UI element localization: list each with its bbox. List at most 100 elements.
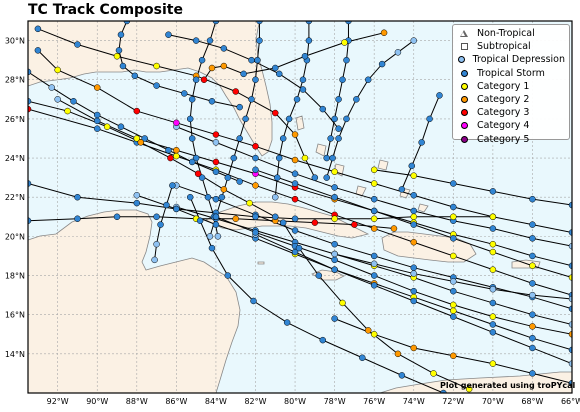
lon-tick-label: 70°W	[482, 397, 504, 406]
track-point-td	[153, 240, 160, 248]
track-point-ts	[343, 56, 350, 64]
track-point-ts	[34, 47, 42, 54]
track-point-h2	[291, 156, 299, 164]
track-point-h2	[232, 215, 239, 222]
track-point-ts	[256, 21, 263, 25]
track-point-ts	[188, 135, 196, 142]
track-point-ts	[327, 135, 334, 142]
track-point-ts	[275, 154, 283, 162]
track-point-h1	[410, 213, 417, 221]
track-point-ts	[568, 229, 572, 236]
track-point-h1	[489, 240, 497, 248]
lon-tick-label: 66°W	[561, 397, 580, 406]
axis-ticks: 92°W 90°W 88°W 86°W 84°W 82°W 80°W 78°W 76°W 74°W…	[5, 37, 580, 406]
track-point-ts	[74, 215, 81, 222]
track-point-h3	[291, 195, 299, 203]
track-point-h3	[212, 131, 220, 138]
track-point-h3	[272, 109, 279, 117]
lat-tick-label: 20°N	[5, 232, 25, 241]
square-marker-icon	[457, 43, 471, 51]
track-point-ts	[529, 252, 536, 260]
track-point-ts	[157, 221, 164, 228]
circle-marker-icon	[457, 109, 471, 117]
track-point-h1	[568, 274, 572, 281]
track-point-h2	[390, 225, 398, 232]
circle-marker-icon	[457, 135, 471, 143]
lat-tick-label: 26°N	[5, 115, 25, 124]
track-point-ts	[212, 168, 220, 176]
track-point-h1	[246, 199, 253, 207]
track-point-td	[410, 270, 417, 277]
legend-item: Category 2	[457, 93, 565, 106]
track-point-ts	[568, 201, 572, 209]
track-point-h1	[103, 123, 111, 130]
track-point-ts	[186, 193, 194, 201]
track-point-h3	[232, 88, 239, 95]
lon-tick-label: 82°W	[244, 397, 266, 406]
track-point-h2	[529, 323, 536, 330]
lon-tick-label: 72°W	[442, 397, 464, 406]
track-point-ts	[236, 178, 243, 185]
track-point-ts	[529, 311, 536, 318]
lon-tick-label: 74°W	[403, 397, 425, 406]
track-point-ts	[291, 180, 299, 187]
track-point-h2	[394, 350, 402, 358]
track-point-td	[568, 242, 572, 250]
track-point-td	[450, 278, 457, 285]
lat-tick-label: 24°N	[5, 154, 25, 163]
track-point-ts	[489, 188, 497, 195]
track-point-ts	[224, 272, 232, 279]
track-point-ts	[331, 115, 338, 123]
track-point-td	[529, 291, 536, 299]
track-point-ts	[331, 256, 338, 264]
track-point-h1	[370, 180, 378, 187]
track-point-h1	[430, 370, 437, 377]
track-point-ts	[440, 389, 447, 393]
track-point-td	[212, 139, 220, 146]
track-point-ts	[252, 213, 259, 221]
track-point-ts	[198, 174, 206, 181]
lon-tick-label: 76°W	[363, 397, 385, 406]
circle-marker-icon	[457, 69, 471, 77]
storm-track-13	[189, 21, 219, 237]
track-point-ts	[410, 297, 417, 305]
track-point-ts	[305, 21, 313, 25]
track-point-td	[568, 295, 572, 303]
track-point-ts	[319, 336, 326, 344]
track-point-ts	[568, 262, 572, 269]
storm-track-4	[136, 194, 572, 351]
track-point-h2	[450, 352, 457, 360]
track-point-ts	[254, 56, 261, 64]
track-point-h1	[339, 299, 346, 307]
track-point-ts	[275, 70, 283, 78]
track-point-ts	[212, 213, 220, 221]
track-point-h1	[331, 215, 338, 222]
track-point-td	[272, 193, 279, 201]
storm-track-12	[37, 28, 316, 178]
track-point-h2	[220, 62, 228, 70]
track-point-ts	[568, 346, 572, 354]
storm-track-20	[168, 34, 339, 129]
track-point-ts	[410, 221, 417, 228]
track-point-h3	[167, 154, 174, 162]
track-point-h4	[173, 119, 180, 127]
page-title: TC Track Composite	[28, 2, 183, 18]
track-point-ts	[426, 115, 433, 123]
track-point-ts	[186, 115, 194, 123]
track-point-ts	[335, 135, 342, 142]
track-point-ts	[192, 76, 200, 83]
track-point-ts	[418, 139, 425, 146]
track-point-ts	[141, 135, 148, 142]
track-point-ts	[252, 229, 259, 236]
track-point-td	[394, 49, 402, 56]
track-point-h3	[194, 170, 202, 177]
track-point-ts	[34, 25, 42, 33]
track-point-ts	[370, 195, 378, 203]
track-point-ts	[28, 68, 32, 76]
track-point-td	[568, 321, 572, 328]
track-point-h2	[208, 64, 216, 72]
track-point-h1	[489, 248, 497, 256]
track-point-ts	[410, 207, 417, 215]
track-point-ts	[450, 313, 457, 320]
track-point-ts	[252, 76, 259, 83]
